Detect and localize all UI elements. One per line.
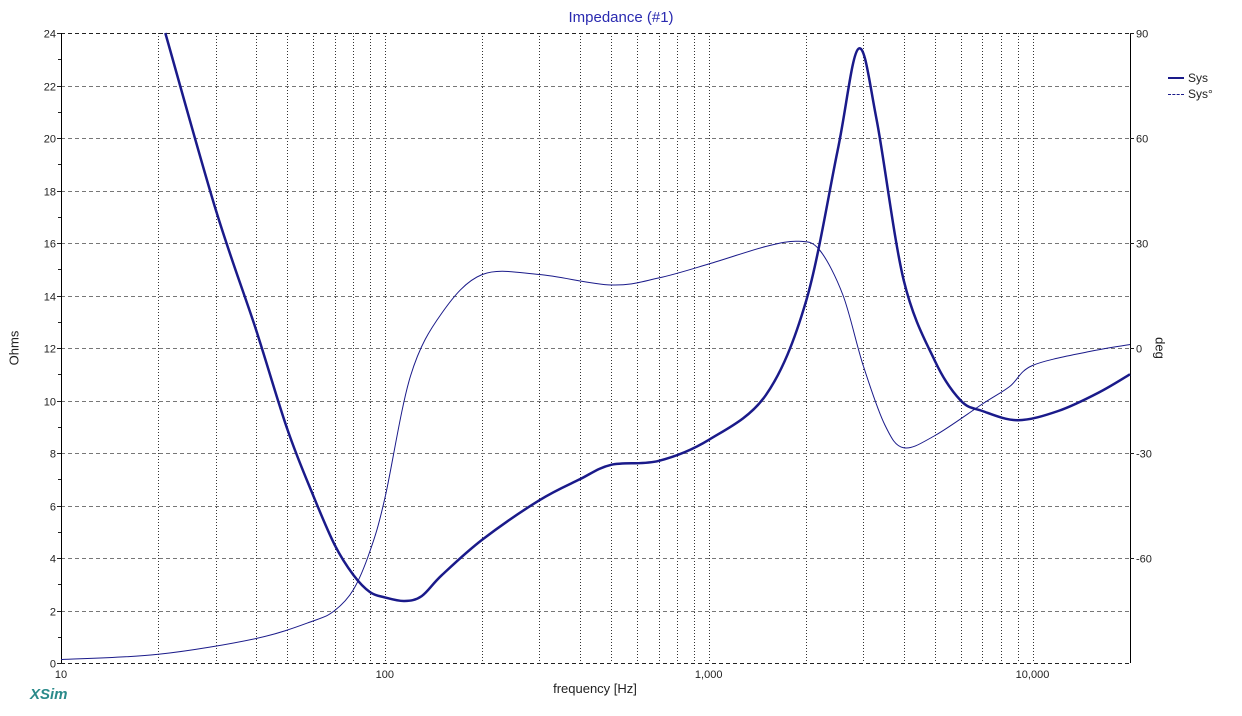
x-tick-label: 10,000 xyxy=(1016,669,1050,681)
legend: Sys Sys° xyxy=(1168,70,1213,102)
y2-tick-label: 0 xyxy=(1136,344,1142,356)
chart-title: Impedance (#1) xyxy=(568,9,674,26)
y-tick-label: 4 xyxy=(50,554,56,566)
dashed-line-swatch-icon xyxy=(1168,93,1184,95)
y-tick-label: 22 xyxy=(44,82,56,94)
legend-item-sys-phase: Sys° xyxy=(1168,86,1213,102)
phase-curve xyxy=(60,240,1131,660)
y-tick-label: 10 xyxy=(44,397,56,409)
y-tick-label: 6 xyxy=(50,502,56,514)
brand-logo: XSim xyxy=(30,686,68,703)
y-tick-label: 24 xyxy=(44,29,56,41)
y2-tick-label: -30 xyxy=(1136,449,1152,461)
y-tick-label: 2 xyxy=(50,607,56,619)
x-tick-label: 10 xyxy=(55,669,67,681)
y-axis-label: Ohms xyxy=(6,330,22,366)
y-tick-label: 18 xyxy=(44,187,56,199)
y-tick-label: 20 xyxy=(44,134,56,146)
x-tick-label: 100 xyxy=(376,669,394,681)
solid-line-swatch-icon xyxy=(1168,77,1184,79)
x-tick-label: 1,000 xyxy=(695,669,723,681)
y2-tick-label: -60 xyxy=(1136,554,1152,566)
legend-label: Sys xyxy=(1188,71,1209,85)
y2-tick-label: 90 xyxy=(1136,29,1148,41)
y-tick-label: 12 xyxy=(44,344,56,356)
y2-tick-label: 30 xyxy=(1136,239,1148,251)
y-tick-label: 14 xyxy=(44,292,56,304)
y-tick-label: 16 xyxy=(44,239,56,251)
y-tick-label: 8 xyxy=(50,449,56,461)
y2-axis-label: deg xyxy=(1152,337,1168,359)
impedance-curve xyxy=(164,32,1131,603)
y2-tick-label: 60 xyxy=(1136,134,1148,146)
legend-item-sys: Sys xyxy=(1168,70,1213,86)
x-axis-label: frequency [Hz] xyxy=(553,681,637,696)
y-tick-label: 0 xyxy=(50,659,56,671)
legend-label: Sys° xyxy=(1188,87,1213,101)
